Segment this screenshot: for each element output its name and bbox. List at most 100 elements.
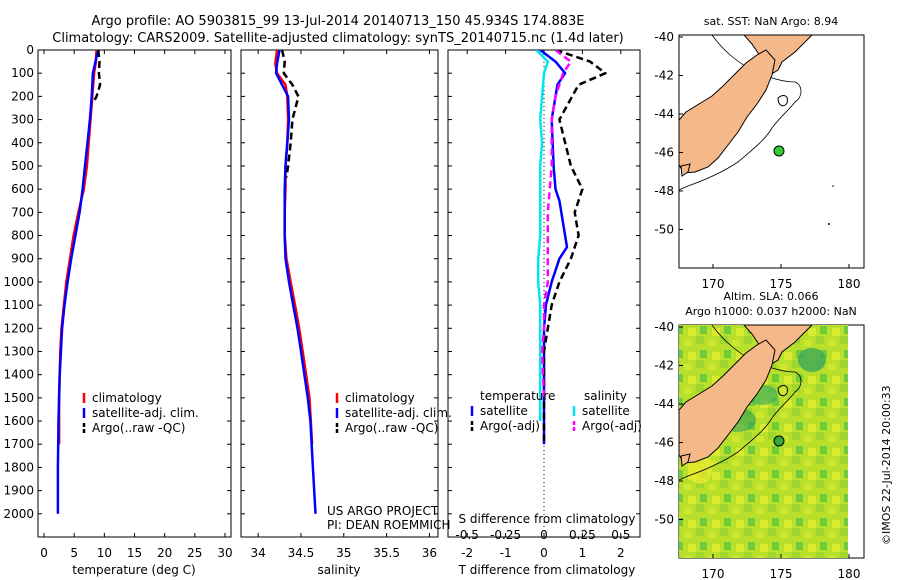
map-y-tick-label: -42	[654, 359, 674, 373]
legend-label-climatology: climatology	[92, 391, 162, 405]
temperature-plot: 0 5 10 15 20 25 30	[38, 49, 233, 560]
x-tick-label: 34	[250, 546, 265, 560]
series-group	[535, 50, 607, 445]
map-y-tick-label: -44	[654, 107, 674, 121]
x2-tick-label: -0.25	[490, 528, 521, 542]
series-group	[56, 50, 102, 514]
temperature-axis-label: temperature (deg C)	[72, 563, 195, 577]
map-y-tick-label: -50	[654, 223, 674, 237]
banks-peninsula-outline	[777, 385, 788, 397]
depth-tick-label: 100	[11, 66, 34, 80]
temperature-legend: climatology satellite-adj. clim. Argo(..…	[82, 391, 199, 435]
stewart-island-land	[680, 163, 691, 177]
depth-tick-label: 900	[11, 252, 34, 266]
depth-tick-label: 1500	[3, 391, 34, 405]
map-x-tick-label: 175	[770, 567, 793, 580]
x-tick-label: 34.5	[288, 546, 315, 560]
depth-tick-label: 1800	[3, 460, 34, 474]
x-tick-label: 2	[617, 546, 625, 560]
legend-label-satellite: satellite-adj. clim.	[92, 406, 199, 420]
map-x-tick-label: 170	[702, 277, 725, 291]
depth-tick-label: 1000	[3, 275, 34, 289]
series-group	[274, 50, 317, 514]
sla-map-title-line1: Altim. SLA: 0.066	[723, 290, 818, 303]
map-x-tick-label: 180	[838, 567, 861, 580]
island-dot	[832, 185, 834, 187]
salinity-plot: 34 34.5 35 35.5 36	[241, 49, 438, 560]
map-y-tick-label: -40	[654, 30, 674, 44]
x-tick-label: -1	[500, 546, 512, 560]
legend-label-temp-argo: Argo(-adj)	[480, 419, 540, 433]
series-line-salinity-satellite	[535, 50, 550, 421]
x2-tick-label: -0.5	[455, 528, 478, 542]
depth-tick-label: 0	[26, 43, 34, 57]
sla-map	[678, 324, 865, 559]
depth-tick-label: 1400	[3, 368, 34, 382]
x2-tick-label: 0.5	[611, 528, 630, 542]
depth-axis: 0 100 200 300 400 500 600 700 800 900 1000 1100 1200…	[3, 43, 34, 521]
x-tick-label: 10	[97, 546, 112, 560]
depth-tick-label: 1600	[3, 414, 34, 428]
map-y-tick-label: -46	[654, 146, 674, 160]
island-dot	[828, 223, 830, 225]
depth-tick-label: 800	[11, 229, 34, 243]
map-y-tick-label: -48	[654, 184, 674, 198]
map-y-tick-label: -44	[654, 397, 674, 411]
stewart-island-land	[680, 453, 691, 467]
banks-peninsula-outline	[777, 95, 788, 107]
depth-tick-label: 200	[11, 89, 34, 103]
series-line-satellite-adj-clim	[56, 50, 100, 514]
x2-tick-label: 0.25	[569, 528, 596, 542]
x-tick-label: 0	[540, 546, 548, 560]
temperature-plot-frame	[37, 49, 232, 538]
depth-tick-label: 600	[11, 182, 34, 196]
figure-title-line1: Argo profile: AO 5903815_99 13-Jul-2014 …	[91, 14, 584, 29]
x-tick-label: 1	[579, 546, 587, 560]
map-y-tick-label: -46	[654, 436, 674, 450]
sla-map-title-line2: Argo h1000: 0.037 h2000: NaN	[685, 305, 857, 318]
depth-tick-label: 500	[11, 159, 34, 173]
legend-label-sal-argo: Argo(-adj)	[582, 419, 642, 433]
imos-timestamp: ©IMOS 22-Jul-2014 20:00:33	[880, 385, 893, 545]
difference-plot-frame	[447, 49, 641, 538]
x-tick-label: 20	[157, 546, 172, 560]
x-tick-label: 25	[187, 546, 202, 560]
depth-tick-label: 700	[11, 205, 34, 219]
figure-title-line2: Climatology: CARS2009. Satellite-adjuste…	[52, 31, 624, 46]
map-y-tick-label: -50	[654, 513, 674, 527]
depth-tick-label: 1100	[3, 298, 34, 312]
depth-tick-label: 1300	[3, 344, 34, 358]
salinity-axis-label: salinity	[317, 563, 360, 577]
x-tick-label: 30	[217, 546, 232, 560]
x-tick-label: 15	[127, 546, 142, 560]
depth-tick-label: 1200	[3, 321, 34, 335]
depth-tick-label: 1700	[3, 437, 34, 451]
series-line-argo-raw-qc	[91, 50, 102, 104]
map-x-tick-label: 170	[702, 567, 725, 580]
sla-anomaly-patch	[798, 348, 826, 372]
argo-float-marker	[773, 145, 785, 157]
project-note-line2: PI: DEAN ROEMMICH	[327, 518, 450, 532]
depth-tick-label: 300	[11, 113, 34, 127]
series-line-argo-raw-qc	[280, 50, 300, 178]
legend-label-argo: Argo(..raw -QC)	[345, 421, 438, 435]
legend-label-temp-satellite: satellite	[480, 404, 528, 418]
legend-label-climatology: climatology	[345, 391, 415, 405]
depth-tick-label: 2000	[3, 507, 34, 521]
legend-title-temperature: temperature	[480, 389, 555, 403]
salinity-plot-frame	[240, 49, 439, 538]
difference-legend: temperature satellite Argo(-adj) salinit…	[470, 389, 642, 433]
x-tick-label: 35	[336, 546, 351, 560]
sst-map	[678, 34, 865, 269]
map-y-tick-label: -40	[654, 320, 674, 334]
sst-map-title: sat. SST: NaN Argo: 8.94	[704, 15, 838, 28]
map-x-tick-label: 180	[838, 277, 861, 291]
project-note-line1: US ARGO PROJECT	[327, 504, 439, 518]
x-tick-label: -2	[461, 546, 473, 560]
s-difference-axis-label: S difference from climatology	[459, 512, 636, 526]
legend-label-satellite: satellite-adj. clim.	[345, 406, 452, 420]
legend-label-argo: Argo(..raw -QC)	[92, 421, 185, 435]
series-line-temperature-argo-adj	[542, 50, 607, 445]
